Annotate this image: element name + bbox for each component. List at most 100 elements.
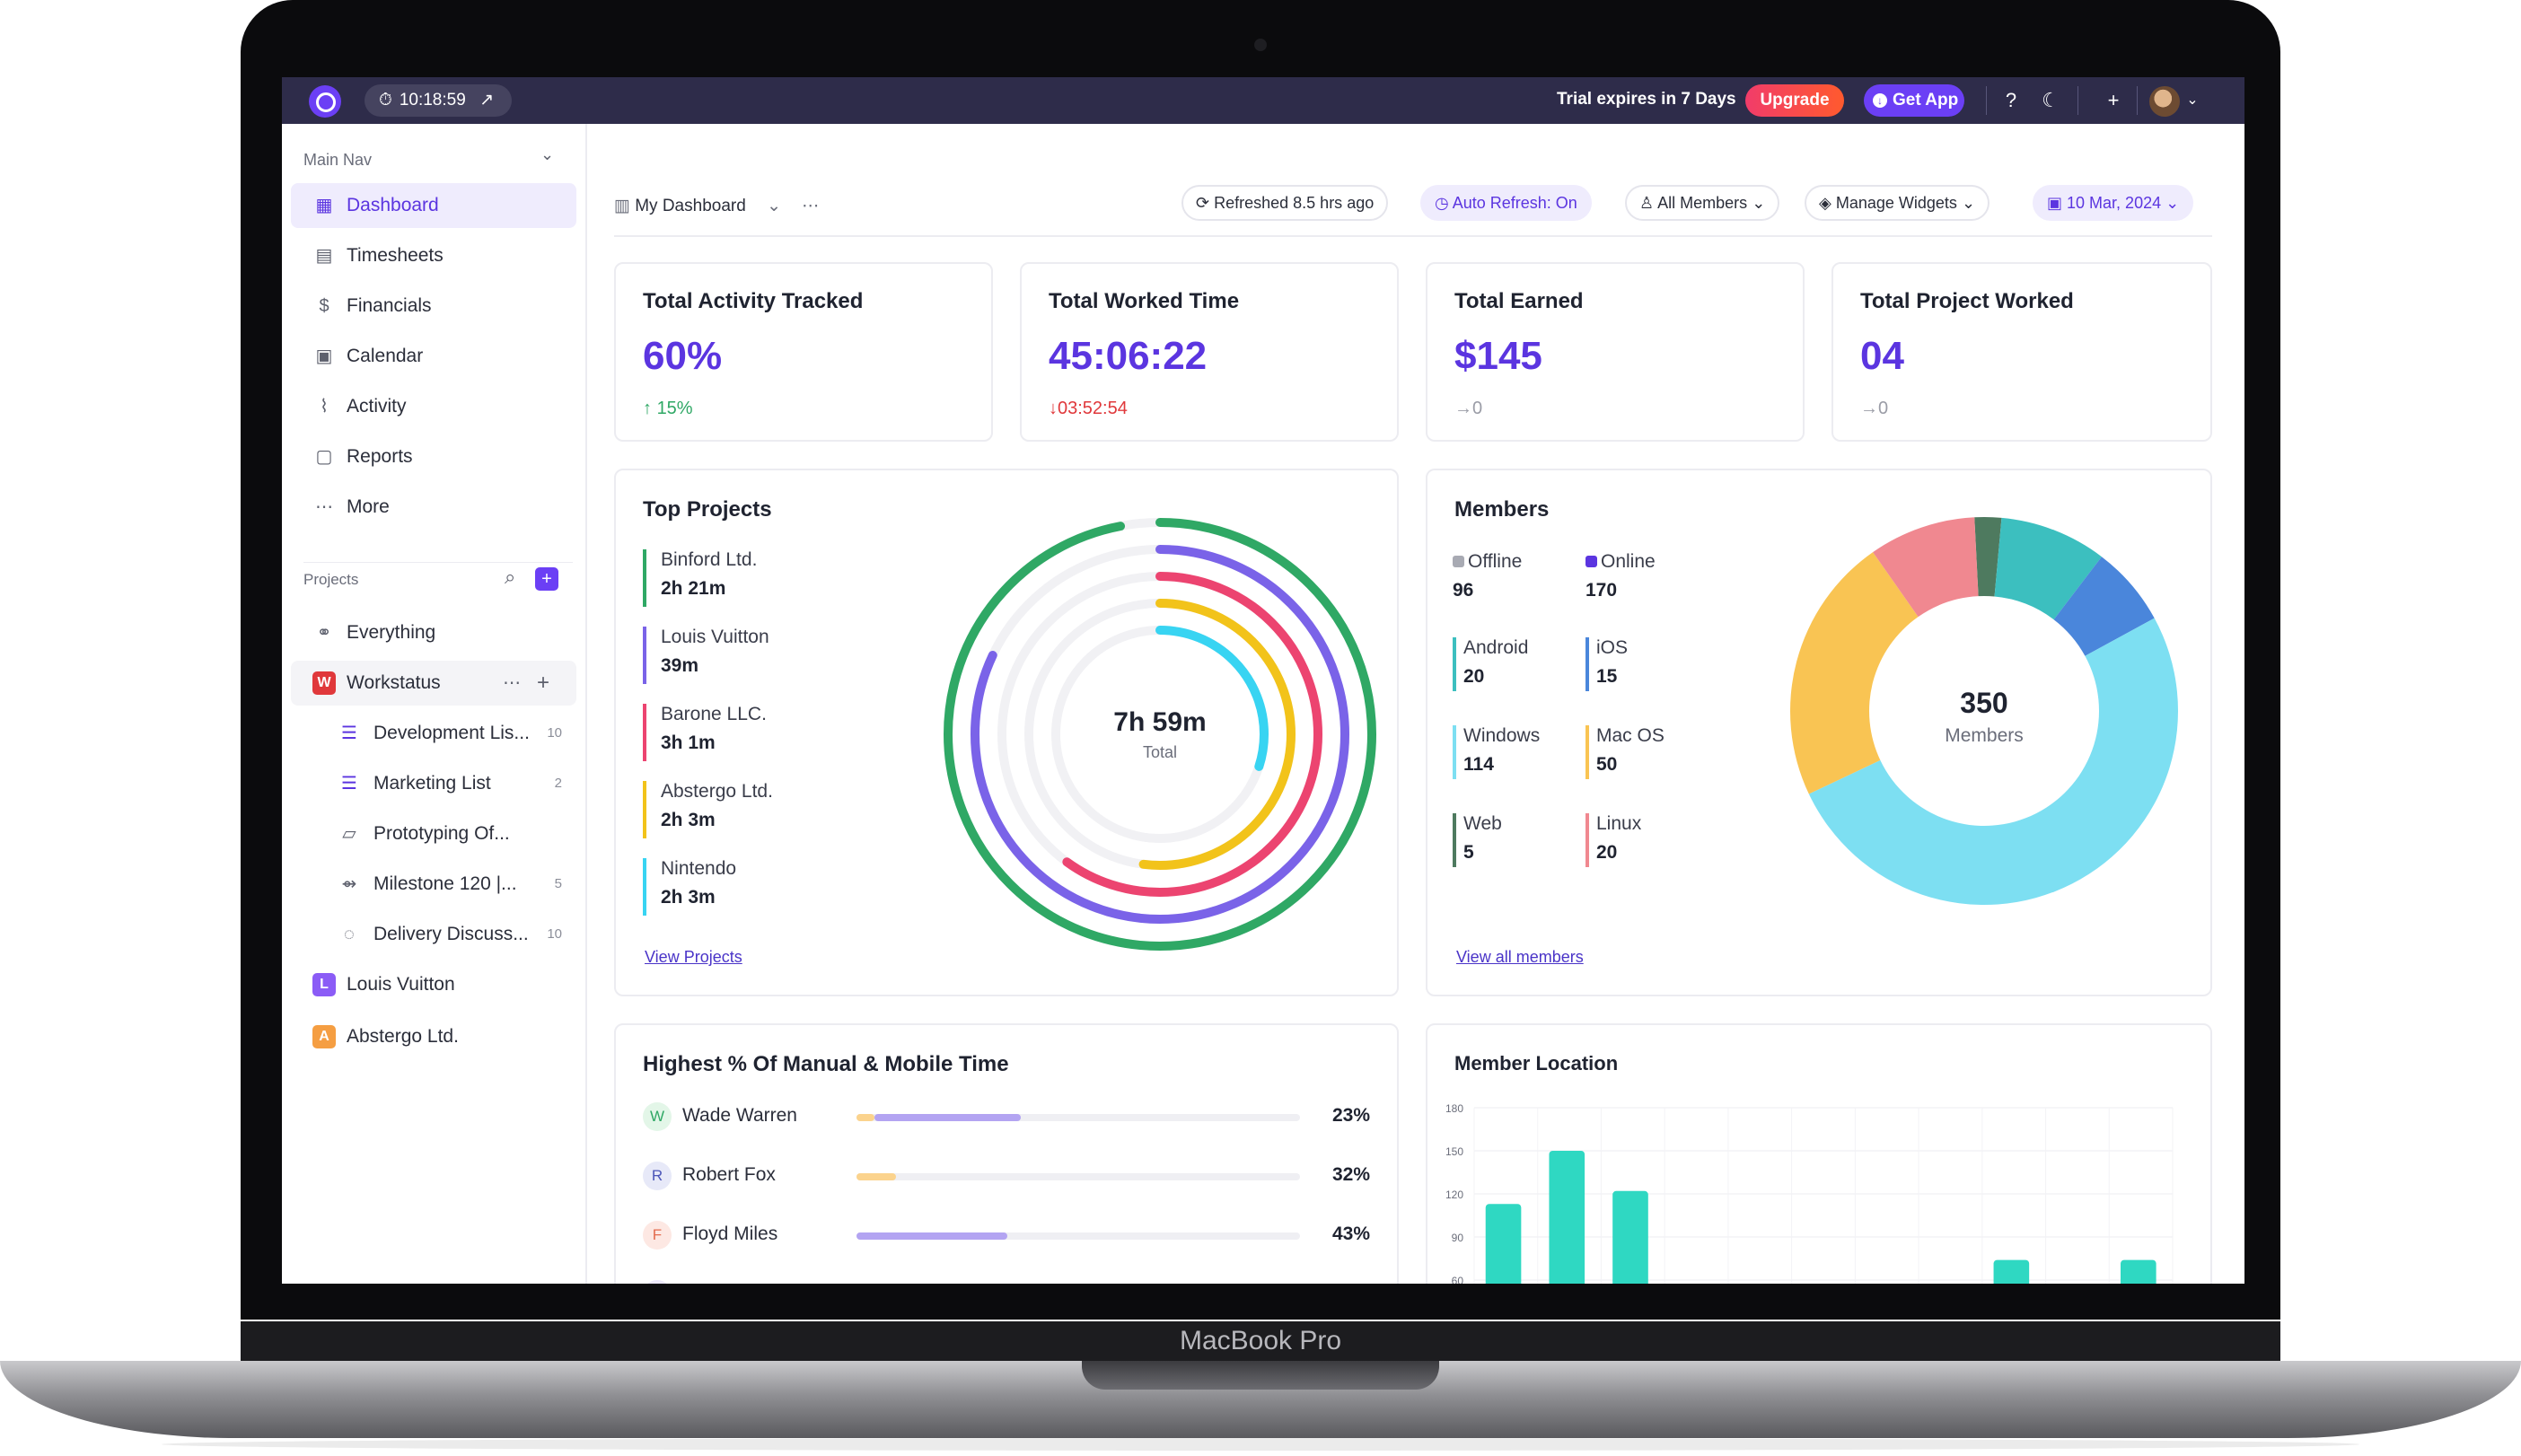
chevron-down-icon[interactable]: ⌄: [767, 197, 781, 215]
member-time-row[interactable]: F Floyd Miles 43%: [643, 1217, 1370, 1253]
dashboard-title: My Dashboard: [635, 197, 746, 215]
financials-icon: $: [319, 296, 329, 316]
timer-pill[interactable]: ⏱ 10:18:59 ↗: [365, 84, 512, 117]
sidebar-item-abstergo[interactable]: A Abstergo Ltd.: [291, 1014, 576, 1059]
item-count: 10: [547, 926, 562, 942]
location-bar[interactable]: [1993, 1259, 2030, 1284]
avatar: F: [643, 1221, 672, 1250]
project-list-item[interactable]: ☰ Marketing List 2: [318, 761, 576, 806]
sidebar-item-activity[interactable]: ⌇ Activity: [291, 384, 576, 429]
manual-time-fill: [856, 1173, 897, 1180]
ring-arc[interactable]: [997, 572, 1322, 897]
view-members-link[interactable]: View all members: [1456, 948, 1584, 966]
sidebar-item-reports[interactable]: ▢ Reports: [291, 434, 576, 479]
ring-arc[interactable]: [1024, 599, 1296, 870]
member-time-row[interactable]: J Jacob Jones 20%: [643, 1276, 1370, 1284]
add-project-button[interactable]: +: [535, 567, 558, 591]
donut-slice[interactable]: [1974, 517, 2002, 597]
dark-mode-icon[interactable]: ☾: [2042, 89, 2060, 111]
location-bar[interactable]: [2121, 1259, 2156, 1284]
date-picker[interactable]: ▣ 10 Mar, 2024 ⌄: [2033, 185, 2194, 221]
ring-arc[interactable]: [944, 518, 1376, 951]
app-logo-icon[interactable]: [309, 85, 341, 118]
mobile-time-fill: [874, 1114, 1021, 1121]
project-legend-item[interactable]: Barone LLC. 3h 1m: [643, 704, 840, 761]
stat-card-activity: Total Activity Tracked 60% ↑ 15%: [614, 262, 993, 442]
view-projects-link[interactable]: View Projects: [645, 948, 742, 966]
download-icon: ↓: [1873, 93, 1887, 108]
more-options-icon[interactable]: ⋯: [503, 673, 521, 693]
member-time-row[interactable]: R Robert Fox 32%: [643, 1158, 1370, 1194]
project-legend-item[interactable]: Louis Vuitton 39m: [643, 627, 840, 684]
donut-slice[interactable]: [1790, 552, 1919, 794]
project-list-item[interactable]: ▱ Prototyping Of...: [318, 811, 576, 856]
members-filter[interactable]: ♙ All Members ⌄: [1625, 185, 1780, 221]
sidebar-item-timesheets[interactable]: ▤ Timesheets: [291, 233, 576, 278]
project-list-item[interactable]: ⇴ Milestone 120 |... 5: [318, 862, 576, 907]
donut-slice[interactable]: [1873, 517, 1979, 618]
sidebar-item-workstatus[interactable]: W Workstatus ⋯ +: [291, 661, 576, 706]
sidebar-item-label: Timesheets: [347, 245, 444, 266]
platform-linux: Linux 20: [1586, 813, 1720, 867]
project-legend-item[interactable]: Abstergo Ltd. 2h 3m: [643, 781, 840, 838]
member-name: Floyd Miles: [682, 1224, 778, 1244]
project-legend-item[interactable]: Binford Ltd. 2h 21m: [643, 549, 840, 607]
manage-widgets-button[interactable]: ◈ Manage Widgets ⌄: [1805, 185, 1990, 221]
help-icon[interactable]: ?: [2005, 89, 2017, 111]
arrow-down-icon: ↓: [1049, 399, 1058, 418]
sidebar-item-more[interactable]: ⋯ More: [291, 485, 576, 530]
open-timer-icon[interactable]: ↗: [479, 91, 494, 110]
member-time-row[interactable]: W Wade Warren 23%: [643, 1099, 1370, 1135]
project-time: 2h 21m: [661, 578, 726, 599]
refresh-button[interactable]: ⟳ Refreshed 8.5 hrs ago: [1181, 185, 1389, 221]
chevron-down-icon: ⌄: [1752, 194, 1766, 212]
ring-arc[interactable]: [1051, 626, 1269, 843]
platform-web: Web 5: [1453, 813, 1587, 867]
sidebar-item-everything[interactable]: ⚭ Everything: [291, 610, 576, 655]
user-avatar[interactable]: [2149, 86, 2180, 117]
sidebar-item-calendar[interactable]: ▣ Calendar: [291, 334, 576, 379]
y-tick-label: 60: [1452, 1275, 1464, 1284]
location-bar[interactable]: [1612, 1190, 1648, 1284]
add-icon[interactable]: +: [537, 671, 550, 695]
legend-value: 20: [1463, 666, 1485, 687]
sidebar-item-dashboard[interactable]: ▦ Dashboard: [291, 183, 576, 228]
avatar: W: [643, 1102, 672, 1131]
card-title: Member Location: [1454, 1052, 1619, 1074]
manual-mobile-card: Highest % Of Manual & Mobile Time W Wade …: [614, 1023, 1399, 1284]
donut-slice[interactable]: [2053, 557, 2155, 656]
chevron-down-icon: ⌄: [2165, 194, 2180, 212]
donut-slice[interactable]: [1808, 618, 2178, 905]
add-icon[interactable]: +: [2107, 89, 2120, 111]
sidebar-item-label: Workstatus: [347, 672, 441, 693]
donut-total: 350: [1960, 687, 2007, 719]
list-item-label: Development Lis...: [373, 723, 530, 743]
member-location-chart: 180150120906030: [1445, 1102, 2174, 1284]
upgrade-button[interactable]: Upgrade: [1745, 84, 1844, 117]
get-app-button[interactable]: ↓ Get App: [1864, 84, 1964, 117]
auto-refresh-toggle[interactable]: ◷ Auto Refresh: On: [1420, 185, 1592, 221]
progress-track: [856, 1173, 1300, 1180]
search-icon[interactable]: ⌕: [505, 566, 516, 588]
sidebar-item-label: Calendar: [347, 346, 424, 366]
top-bar: ⏱ 10:18:59 ↗ Trial expires in 7 Days Upgr…: [282, 77, 2244, 124]
chevron-down-icon[interactable]: ⌄: [540, 145, 555, 163]
member-name: Wade Warren: [682, 1105, 797, 1126]
legend-label: Mac OS: [1596, 725, 1665, 746]
project-list-item[interactable]: ◌ Delivery Discuss... 10: [318, 912, 576, 957]
chevron-down-icon[interactable]: ⌄: [2186, 92, 2199, 108]
project-time: 3h 1m: [661, 732, 716, 753]
ring-arc[interactable]: [971, 545, 1349, 924]
dashboard-selector[interactable]: ▥ My Dashboard ⌄ ⋯: [614, 196, 819, 216]
sidebar-item-label: Louis Vuitton: [347, 974, 455, 995]
sidebar-item-louis-vuitton[interactable]: L Louis Vuitton: [291, 962, 576, 1007]
auto-refresh-text: Auto Refresh: On: [1452, 194, 1577, 212]
location-bar[interactable]: [1485, 1204, 1522, 1284]
more-options-icon[interactable]: ⋯: [802, 197, 820, 215]
project-legend-item[interactable]: Nintendo 2h 3m: [643, 858, 840, 916]
project-time: 2h 3m: [661, 810, 716, 830]
donut-slice[interactable]: [1994, 517, 2102, 620]
sidebar-item-financials[interactable]: $ Financials: [291, 284, 576, 329]
location-bar[interactable]: [1549, 1151, 1586, 1284]
project-list-item[interactable]: ☰ Development Lis... 10: [318, 711, 576, 756]
